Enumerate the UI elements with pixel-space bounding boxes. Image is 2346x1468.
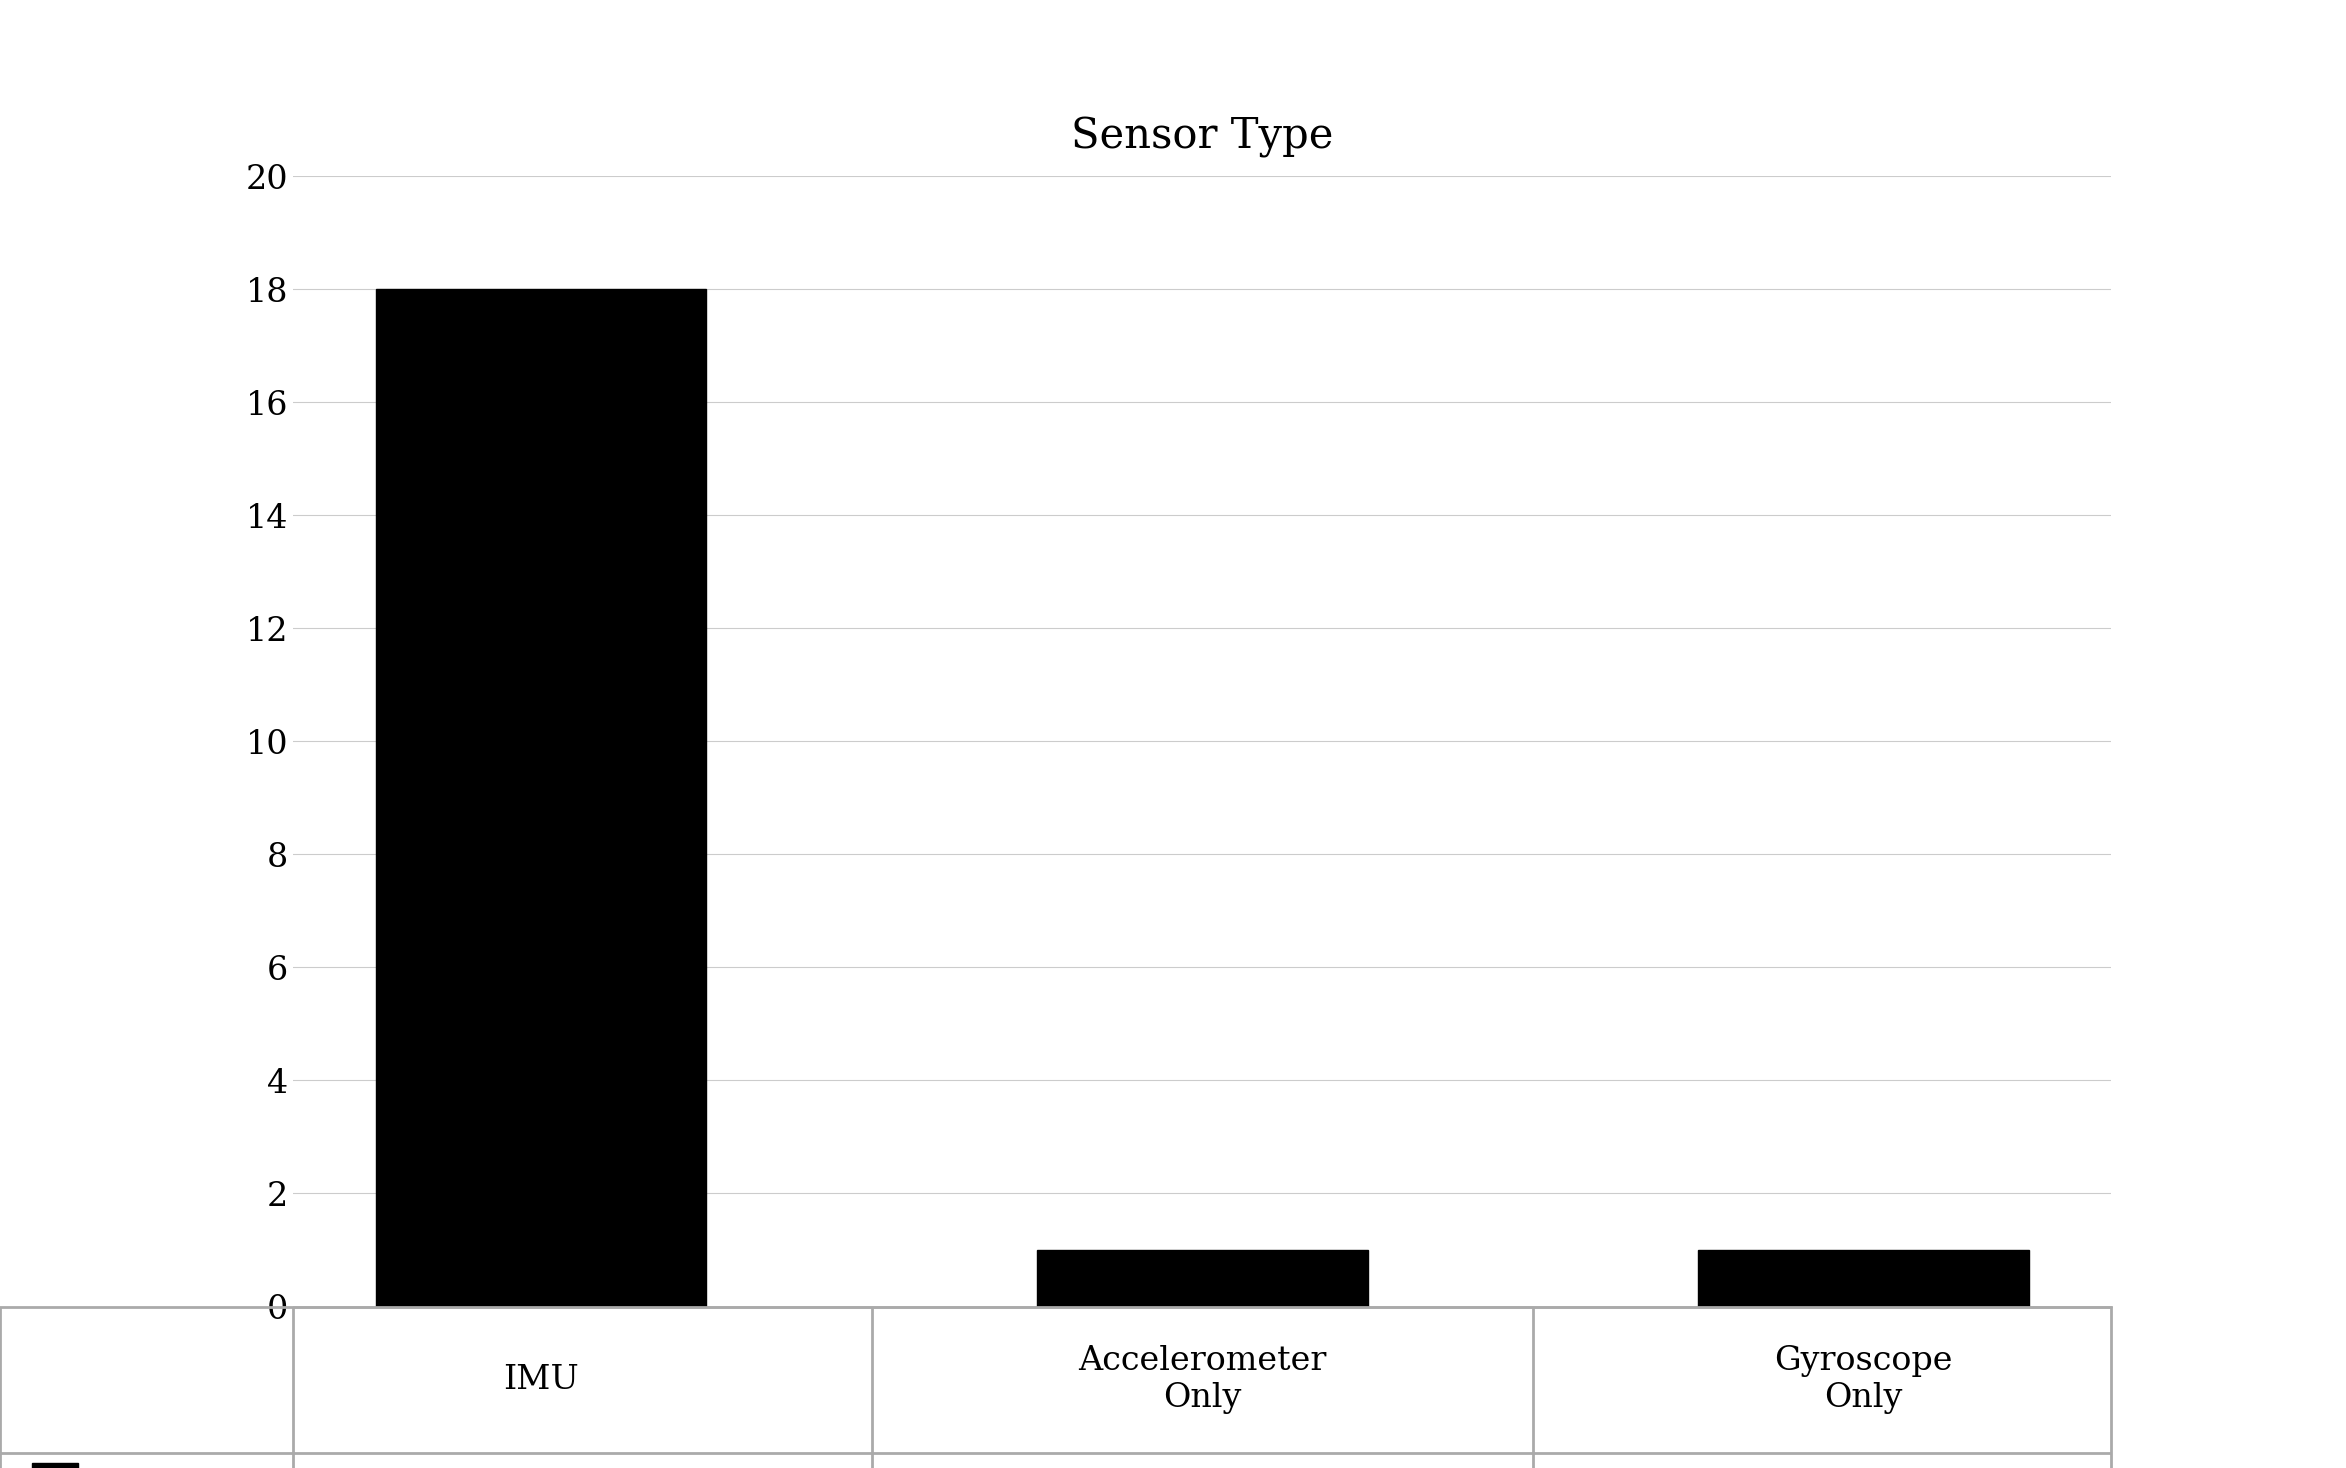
Text: Accelerometer
Only: Accelerometer Only — [1079, 1345, 1325, 1415]
Text: Gyroscope
Only: Gyroscope Only — [1774, 1345, 1952, 1415]
Text: IMU: IMU — [504, 1364, 579, 1396]
Bar — [33, 1464, 77, 1468]
Bar — [1037, 1251, 1368, 1307]
Title: Sensor Type: Sensor Type — [1072, 116, 1333, 159]
Bar — [375, 289, 706, 1307]
Bar — [1699, 1251, 2029, 1307]
